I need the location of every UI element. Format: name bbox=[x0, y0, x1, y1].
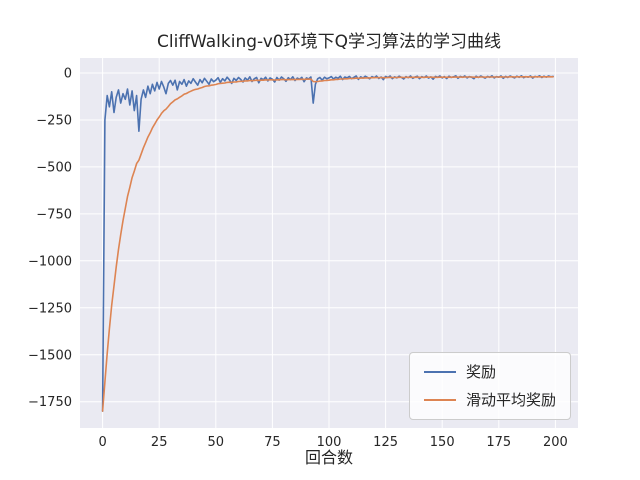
x-tick-label: 50 bbox=[208, 435, 225, 450]
y-tick-label: 0 bbox=[64, 67, 72, 82]
legend-line-moving-average-icon bbox=[423, 399, 456, 401]
y-tick-label: −1750 bbox=[28, 395, 72, 410]
y-tick-label: −750 bbox=[36, 207, 72, 222]
y-tick-label: −1000 bbox=[28, 254, 72, 269]
legend: 奖励 滑动平均奖励 bbox=[408, 352, 571, 420]
y-tick-label: −250 bbox=[36, 114, 72, 129]
legend-item-moving-average: 滑动平均奖励 bbox=[423, 391, 556, 409]
x-tick-label: 75 bbox=[264, 435, 281, 450]
x-axis-label: 回合数 bbox=[304, 448, 353, 467]
x-tick-label: 150 bbox=[430, 435, 455, 450]
y-tick-label: −1500 bbox=[28, 348, 72, 363]
x-tick-label: 0 bbox=[98, 435, 106, 450]
legend-line-reward-icon bbox=[423, 371, 456, 373]
x-tick-label: 100 bbox=[317, 435, 342, 450]
legend-label-reward: 奖励 bbox=[465, 363, 496, 381]
x-tick-label: 200 bbox=[543, 435, 568, 450]
legend-item-reward: 奖励 bbox=[423, 363, 556, 381]
chart-title: CliffWalking-v0环境下Q学习算法的学习曲线 bbox=[157, 32, 501, 52]
y-tick-label: −1250 bbox=[28, 301, 72, 316]
series-line-1 bbox=[101, 76, 554, 412]
y-tick-label: −500 bbox=[36, 160, 72, 175]
x-tick-label: 125 bbox=[373, 435, 398, 450]
x-tick-label: 175 bbox=[486, 435, 511, 450]
x-tick-label: 25 bbox=[151, 435, 168, 450]
legend-label-moving-average: 滑动平均奖励 bbox=[465, 391, 556, 409]
